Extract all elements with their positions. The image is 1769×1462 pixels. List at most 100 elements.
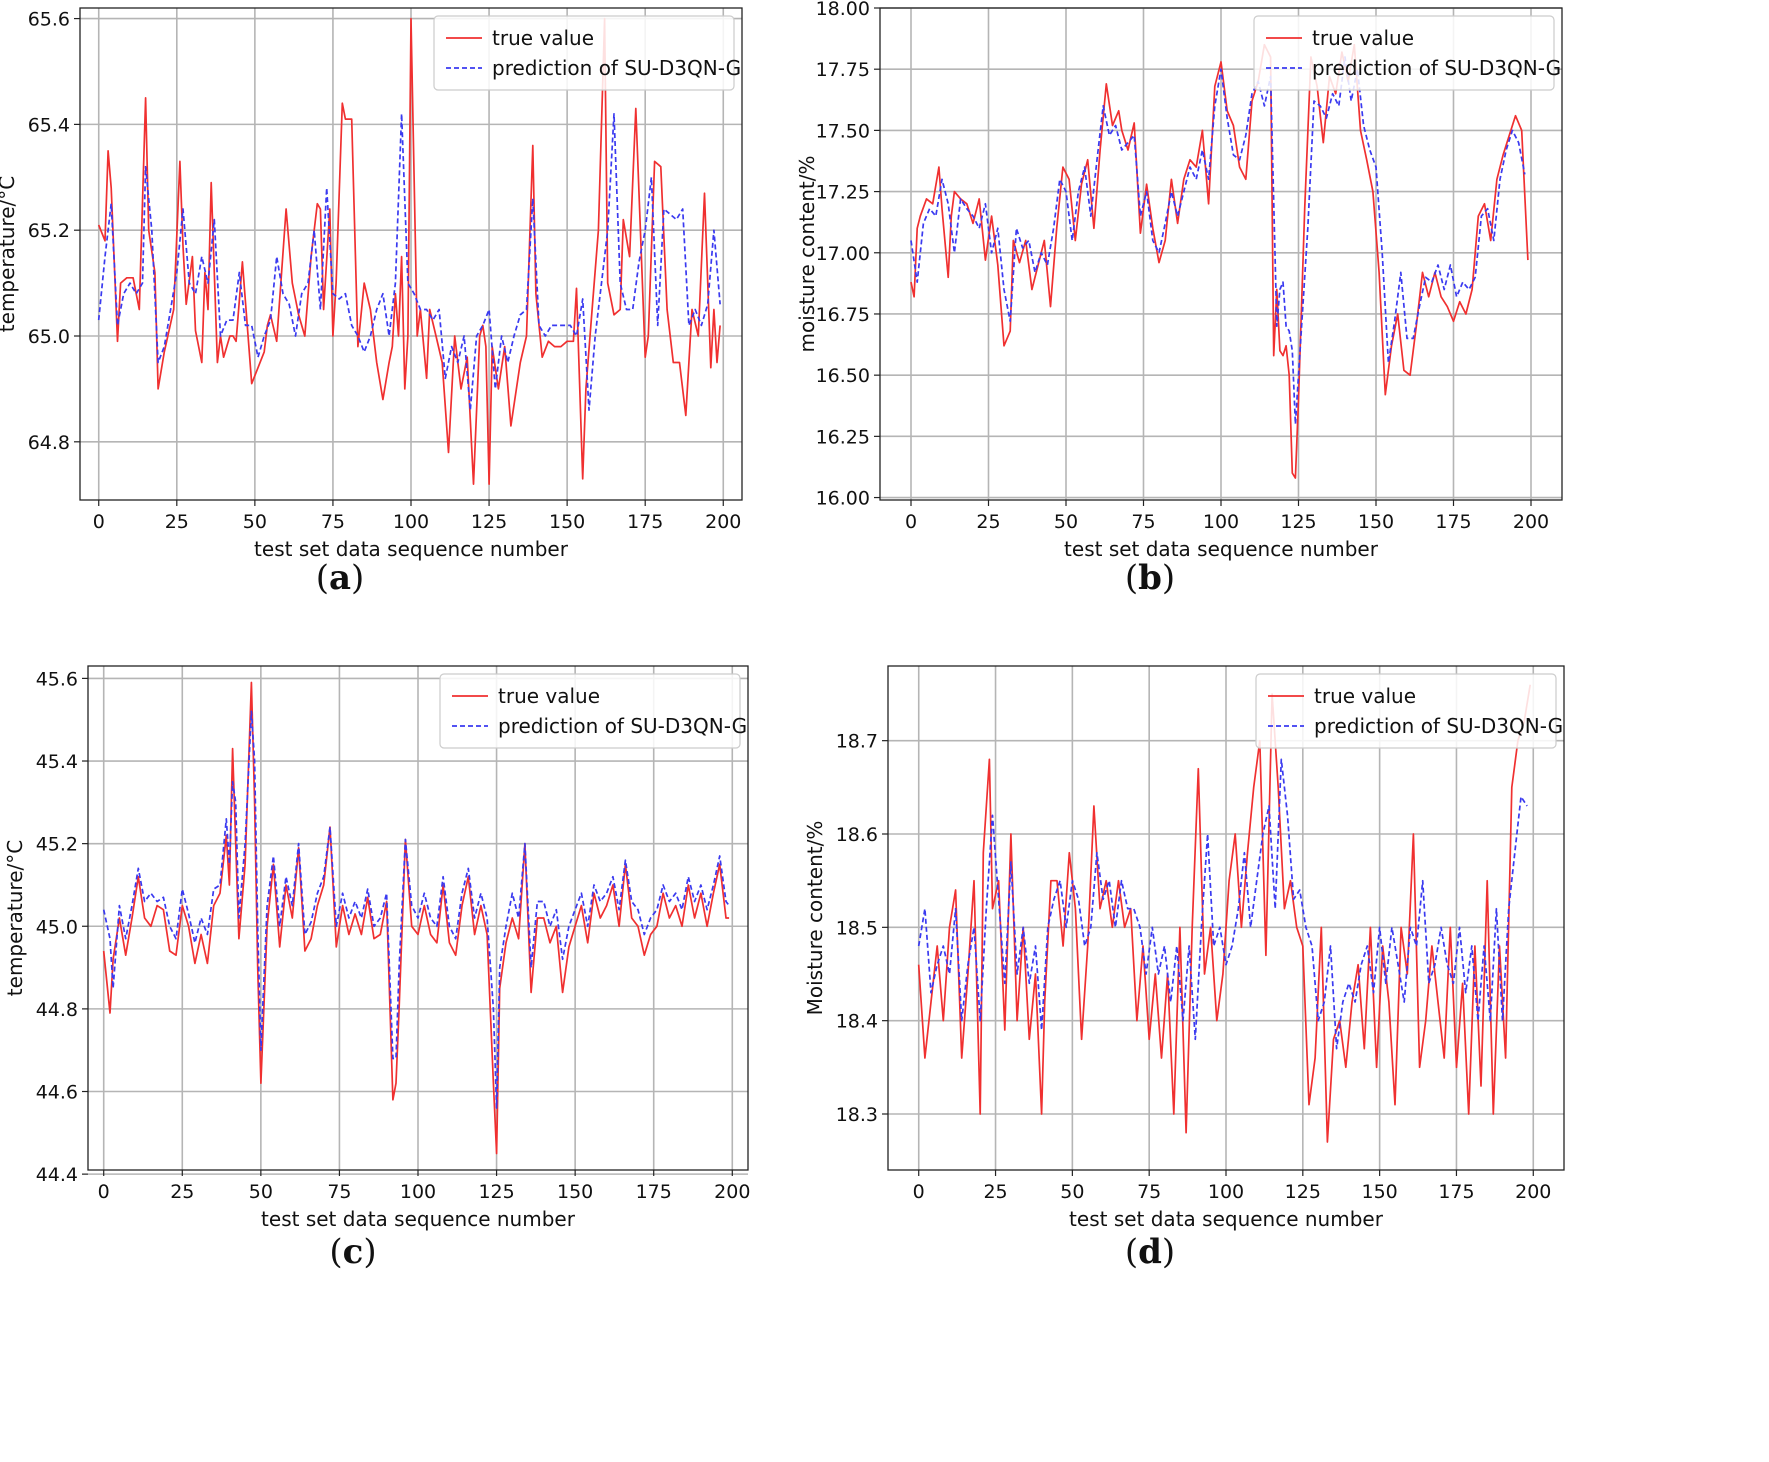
x-tick-label: 200 <box>1515 1181 1551 1203</box>
x-tick-label: 0 <box>905 511 917 533</box>
x-tick-label: 150 <box>549 511 585 533</box>
x-tick-label: 175 <box>636 1181 672 1203</box>
y-tick-label: 44.4 <box>36 1164 78 1186</box>
y-tick-label: 65.4 <box>28 114 70 136</box>
x-tick-label: 100 <box>400 1181 436 1203</box>
legend-label: true value <box>1314 684 1416 708</box>
x-tick-label: 150 <box>1358 511 1394 533</box>
caption-close: ) <box>363 1232 377 1272</box>
y-axis-label: Moisture content/% <box>803 821 827 1016</box>
legend-label: prediction of SU-D3QN-G <box>1312 56 1561 80</box>
x-tick-label: 200 <box>1513 511 1549 533</box>
x-axis-label: test set data sequence number <box>1069 1207 1384 1231</box>
series-line-true-value <box>97 17 721 485</box>
x-tick-label: 175 <box>1438 1181 1474 1203</box>
x-tick-label: 50 <box>249 1181 273 1203</box>
y-tick-label: 18.7 <box>836 731 878 753</box>
x-tick-label: 0 <box>913 1181 925 1203</box>
x-tick-label: 125 <box>1280 511 1316 533</box>
y-tick-label: 65.6 <box>28 9 70 31</box>
caption-letter: a <box>328 558 352 598</box>
x-tick-label: 0 <box>98 1181 110 1203</box>
x-tick-label: 25 <box>170 1181 194 1203</box>
x-tick-label: 125 <box>471 511 507 533</box>
series-line-prediction <box>102 710 730 1109</box>
x-tick-label: 100 <box>1203 511 1239 533</box>
x-tick-label: 100 <box>1208 1181 1244 1203</box>
y-tick-label: 17.25 <box>816 182 870 204</box>
y-tick-label: 16.50 <box>816 365 870 387</box>
x-tick-label: 50 <box>243 511 267 533</box>
y-axis-label: temperature/°C <box>3 840 27 996</box>
legend-label: true value <box>498 684 600 708</box>
y-tick-label: 18.6 <box>836 824 878 846</box>
caption-close: ) <box>1161 558 1176 598</box>
x-tick-label: 125 <box>478 1181 514 1203</box>
x-axis-label: test set data sequence number <box>1064 537 1379 561</box>
x-tick-label: 50 <box>1060 1181 1084 1203</box>
y-tick-label: 16.75 <box>816 304 870 326</box>
x-axis-label: test set data sequence number <box>254 537 569 561</box>
caption-letter: c <box>342 1232 364 1272</box>
x-tick-label: 200 <box>705 511 741 533</box>
x-tick-label: 75 <box>321 511 345 533</box>
y-tick-label: 45.2 <box>36 834 78 856</box>
x-axis-label: test set data sequence number <box>261 1207 576 1231</box>
y-tick-label: 64.8 <box>28 432 70 454</box>
x-tick-label: 200 <box>714 1181 750 1203</box>
x-tick-label: 0 <box>93 511 105 533</box>
series-line-prediction <box>97 112 721 411</box>
panel-caption-a: (a) <box>280 558 400 598</box>
caption-open: ( <box>315 558 329 598</box>
caption-letter: d <box>1138 1232 1162 1272</box>
series-line-true-value <box>917 684 1532 1143</box>
y-tick-label: 18.00 <box>816 0 870 20</box>
legend-label: true value <box>1312 26 1414 50</box>
y-tick-label: 18.5 <box>836 917 878 939</box>
series-line-prediction <box>917 758 1528 1050</box>
legend-label: prediction of SU-D3QN-G <box>498 714 747 738</box>
x-tick-label: 175 <box>1435 511 1471 533</box>
caption-close: ) <box>351 558 365 598</box>
caption-open: ( <box>1124 1232 1139 1272</box>
y-tick-label: 18.3 <box>836 1104 878 1126</box>
y-axis-label: temperature/°C <box>0 176 19 332</box>
x-tick-label: 25 <box>983 1181 1007 1203</box>
x-tick-label: 125 <box>1285 1181 1321 1203</box>
x-tick-label: 75 <box>1137 1181 1161 1203</box>
y-tick-label: 17.50 <box>816 120 870 142</box>
x-tick-label: 50 <box>1054 511 1078 533</box>
legend-label: prediction of SU-D3QN-G <box>492 56 741 80</box>
y-tick-label: 18.4 <box>836 1011 878 1033</box>
x-tick-label: 25 <box>165 511 189 533</box>
y-tick-label: 45.4 <box>36 751 78 773</box>
panel-caption-b: (b) <box>1090 558 1210 598</box>
x-tick-label: 150 <box>557 1181 593 1203</box>
y-axis-label: moisture content/% <box>795 156 819 353</box>
x-tick-label: 100 <box>393 511 429 533</box>
y-tick-label: 44.8 <box>36 999 78 1021</box>
legend-box <box>439 673 741 749</box>
y-tick-label: 17.75 <box>816 59 870 81</box>
legend-label: true value <box>492 26 594 50</box>
x-tick-label: 150 <box>1362 1181 1398 1203</box>
y-tick-label: 44.6 <box>36 1082 78 1104</box>
y-tick-label: 45.0 <box>36 916 78 938</box>
caption-letter: b <box>1138 558 1162 598</box>
legend-box <box>433 15 735 91</box>
panel-caption-c: (c) <box>293 1232 413 1272</box>
y-tick-label: 16.25 <box>816 426 870 448</box>
y-tick-label: 65.2 <box>28 220 70 242</box>
caption-open: ( <box>1124 558 1139 598</box>
legend-label: prediction of SU-D3QN-G <box>1314 714 1563 738</box>
legend-box <box>1255 673 1557 749</box>
x-tick-label: 75 <box>327 1181 351 1203</box>
panel-caption-d: (d) <box>1090 1232 1210 1272</box>
series-line-prediction <box>910 56 1526 425</box>
y-tick-label: 16.00 <box>816 488 870 510</box>
